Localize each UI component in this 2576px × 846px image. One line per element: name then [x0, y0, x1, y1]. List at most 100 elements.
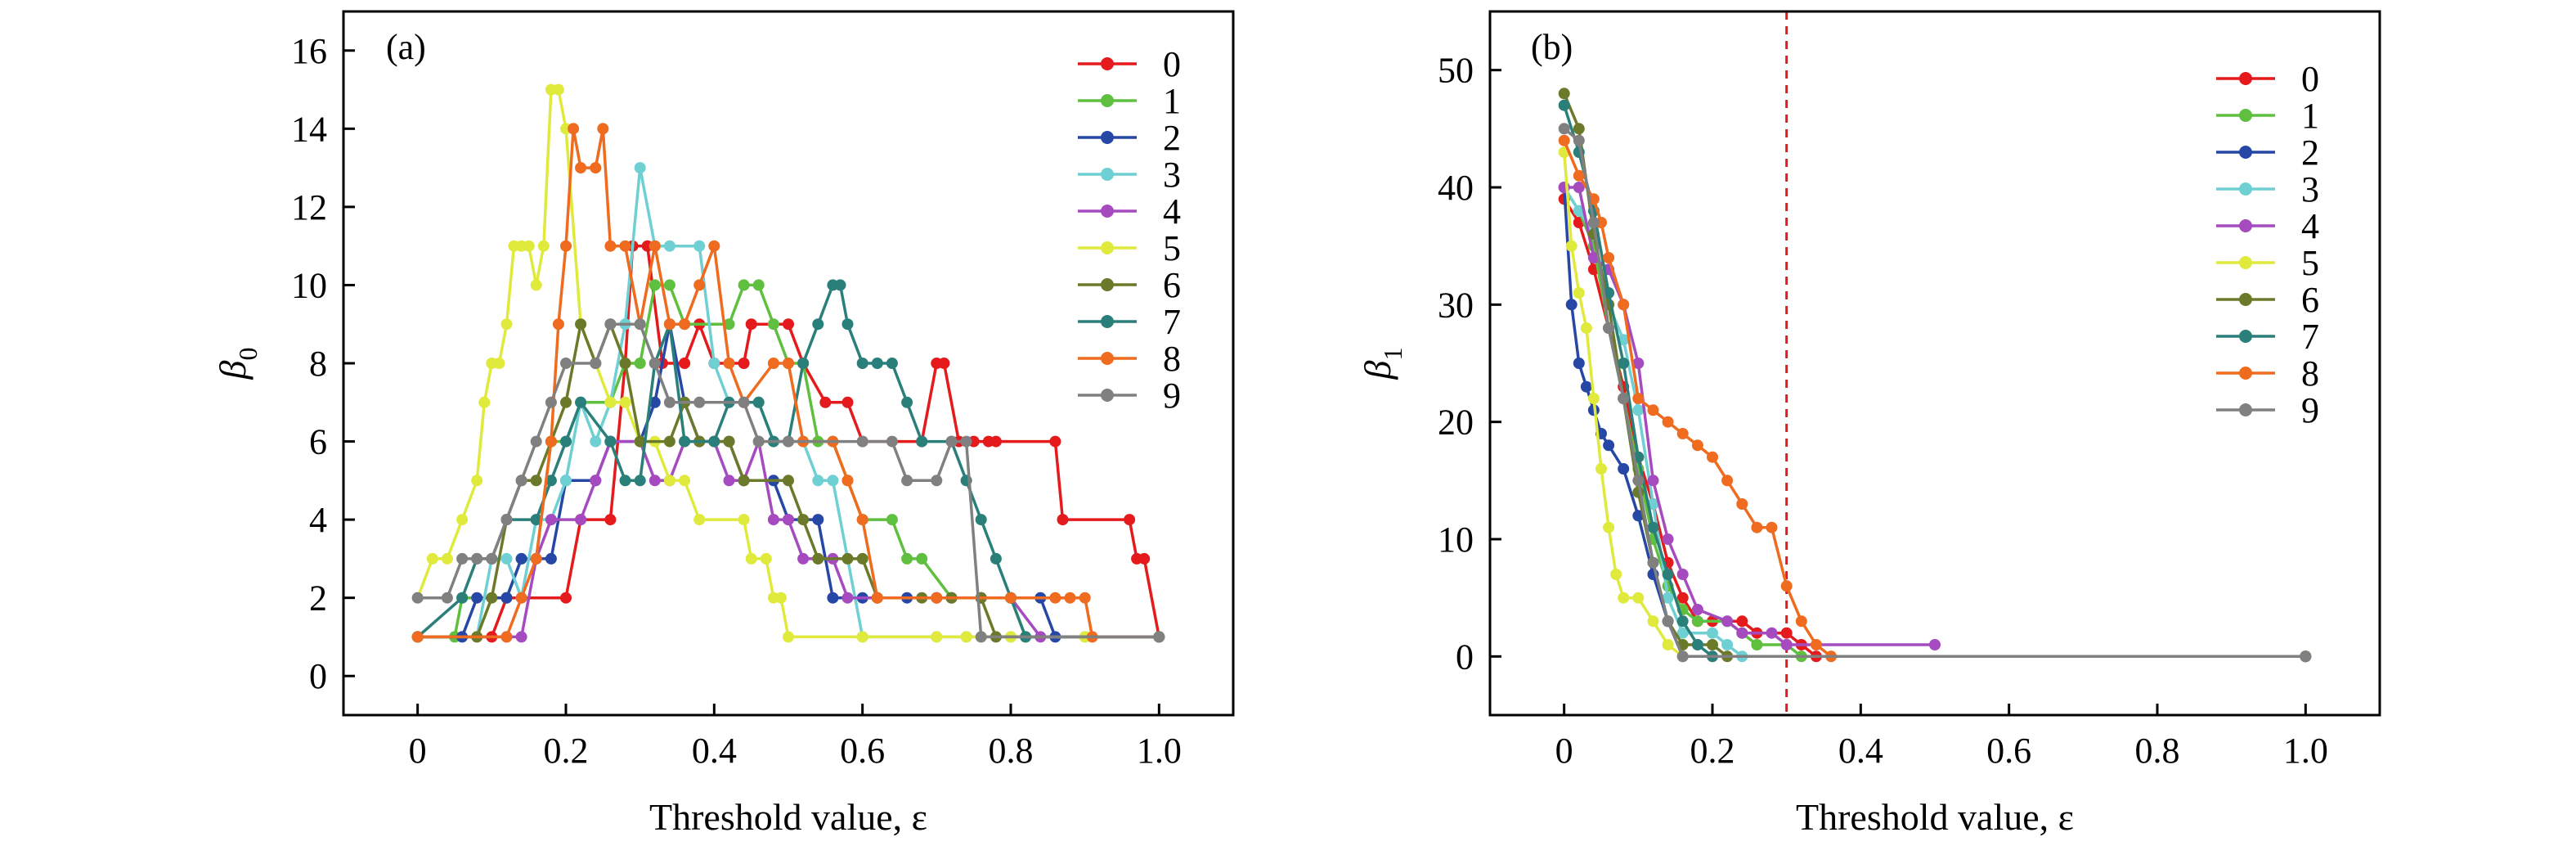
data-point — [604, 318, 617, 331]
data-point — [693, 279, 706, 291]
data-point — [856, 358, 868, 369]
data-point — [1676, 615, 1689, 628]
legend-marker — [1101, 352, 1114, 365]
data-point — [841, 552, 854, 565]
data-point — [560, 396, 572, 408]
data-point — [1558, 134, 1570, 146]
data-point — [723, 358, 735, 369]
data-point — [960, 631, 972, 643]
data-point — [552, 318, 564, 331]
data-point — [1603, 521, 1615, 533]
data-point — [1079, 592, 1091, 604]
data-point — [1662, 639, 1674, 650]
legend-label: 1 — [2301, 96, 2319, 136]
data-point — [938, 358, 950, 369]
data-point — [708, 240, 720, 252]
data-point — [648, 240, 661, 252]
panel-label-b: (b) — [1531, 27, 1573, 67]
legend-label: 5 — [2301, 243, 2319, 283]
data-point — [590, 435, 602, 448]
data-point — [1691, 639, 1703, 650]
data-point — [783, 358, 794, 369]
data-point — [560, 592, 572, 604]
data-point — [901, 552, 913, 565]
data-point — [990, 552, 1002, 565]
data-point — [1751, 521, 1763, 533]
data-point — [604, 435, 617, 448]
data-point — [545, 435, 557, 448]
data-point — [486, 552, 498, 565]
data-point — [552, 83, 564, 96]
data-point — [708, 435, 720, 448]
data-point — [841, 318, 854, 331]
data-point — [634, 162, 646, 174]
data-point — [597, 123, 609, 135]
data-point — [1707, 639, 1718, 650]
data-point — [1603, 322, 1615, 334]
data-point — [619, 358, 631, 369]
data-point — [886, 514, 898, 526]
data-point — [500, 514, 513, 526]
data-point — [515, 592, 527, 604]
data-point — [1676, 650, 1689, 663]
x-tick-label: 0.2 — [1690, 731, 1735, 771]
data-point — [1565, 240, 1577, 252]
legend-label: 0 — [2301, 59, 2319, 99]
data-point — [441, 592, 453, 604]
data-point — [575, 396, 587, 408]
data-point — [975, 514, 987, 526]
series-line — [1562, 187, 2306, 659]
data-point — [456, 592, 469, 604]
data-point — [1751, 639, 1763, 650]
data-point — [812, 475, 824, 487]
data-point — [1632, 510, 1645, 522]
data-point — [411, 592, 424, 604]
data-point — [1580, 322, 1592, 334]
data-point — [560, 358, 572, 369]
data-point — [1707, 627, 1718, 639]
legend-marker — [2239, 109, 2252, 122]
legend-label: 9 — [1163, 376, 1181, 416]
series-line — [417, 439, 1160, 639]
data-point — [738, 279, 750, 291]
legend-label: 5 — [1163, 228, 1181, 268]
data-point — [1618, 334, 1630, 346]
series-line — [1563, 187, 2306, 659]
data-point — [648, 396, 661, 408]
data-point — [575, 162, 587, 174]
data-point — [1647, 475, 1659, 487]
data-point — [841, 475, 854, 487]
data-point — [1595, 463, 1607, 475]
data-point — [1691, 439, 1703, 452]
data-point — [545, 475, 557, 487]
data-point — [493, 358, 505, 369]
series-5-b — [1558, 146, 2312, 663]
data-point — [834, 279, 846, 291]
y-tick-label: 10 — [291, 265, 327, 305]
data-point — [663, 279, 675, 291]
y-tick-label: 8 — [309, 344, 327, 384]
data-point — [856, 514, 868, 526]
data-point — [1618, 592, 1630, 604]
data-point — [1676, 592, 1689, 604]
y-tick-label: 0 — [309, 656, 327, 696]
data-point — [745, 552, 757, 565]
legend-label: 8 — [2301, 353, 2319, 394]
data-point — [634, 318, 646, 331]
data-point — [1795, 615, 1807, 628]
x-tick-label: 0 — [409, 731, 427, 771]
data-point — [931, 592, 943, 604]
data-point — [663, 240, 675, 252]
data-point — [1573, 205, 1585, 217]
data-point — [679, 435, 691, 448]
data-point — [634, 435, 646, 448]
data-point — [990, 435, 1002, 448]
data-point — [634, 358, 646, 369]
data-point — [604, 396, 617, 408]
data-point — [738, 475, 750, 487]
plot-frame-b — [1488, 10, 2381, 717]
legend-label: 2 — [2301, 133, 2319, 173]
data-point — [530, 552, 542, 565]
legend-marker — [1101, 389, 1114, 402]
